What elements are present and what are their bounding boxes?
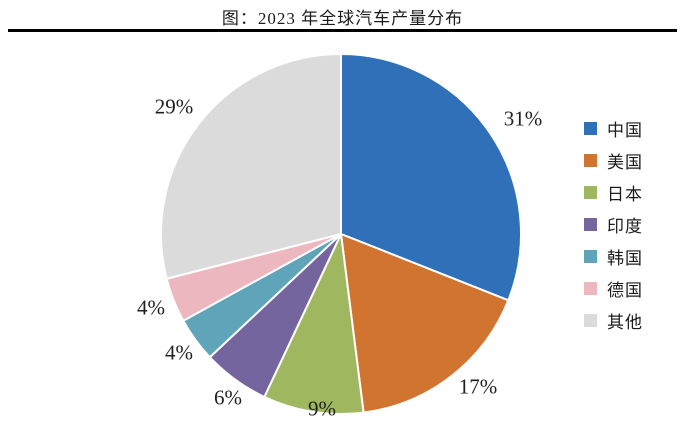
legend-label-others: 其他	[607, 313, 643, 332]
legend-label-india: 印度	[607, 217, 643, 236]
pie-slice-usa	[340, 233, 510, 414]
legend-label-korea: 韩国	[607, 249, 643, 268]
chart-title: 图：2023 年全球汽车产量分布	[221, 9, 464, 28]
pie-slice-others	[160, 53, 342, 280]
pie-slice-china	[340, 53, 522, 302]
legend-swatch-japan	[584, 186, 597, 199]
title-divider	[8, 29, 677, 32]
legend-item-usa: 美国	[584, 151, 643, 172]
legend-item-germany: 德国	[584, 279, 643, 300]
legend-item-korea: 韩国	[584, 247, 643, 268]
legend-label-japan: 日本	[607, 185, 643, 204]
legend-label-usa: 美国	[607, 153, 643, 172]
legend-item-india: 印度	[584, 215, 643, 236]
legend-swatch-korea	[584, 250, 597, 263]
legend-label-china: 中国	[607, 121, 643, 140]
legend: 中国美国日本印度韩国德国其他	[584, 119, 643, 332]
legend-item-others: 其他	[584, 311, 643, 332]
legend-swatch-china	[584, 122, 597, 135]
legend-swatch-others	[584, 314, 597, 327]
legend-swatch-germany	[584, 282, 597, 295]
legend-item-japan: 日本	[584, 183, 643, 204]
legend-swatch-india	[584, 218, 597, 231]
legend-label-germany: 德国	[607, 281, 643, 300]
legend-item-china: 中国	[584, 119, 643, 140]
legend-swatch-usa	[584, 154, 597, 167]
pie-slice-japan	[263, 233, 365, 415]
